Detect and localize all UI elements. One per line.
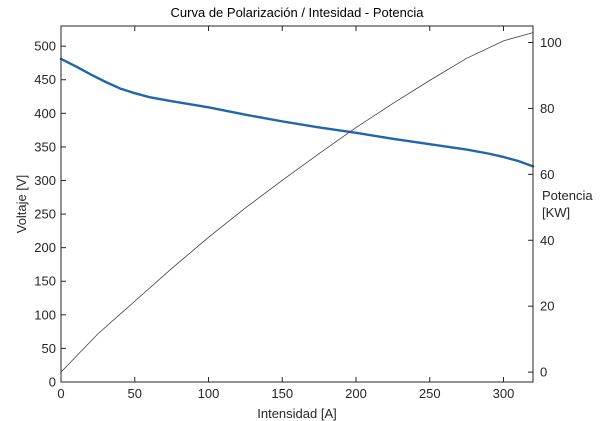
y2-tick-label: 60 bbox=[540, 167, 554, 182]
plot-frame bbox=[60, 25, 534, 383]
y-tick-label: 250 bbox=[34, 207, 56, 222]
y2-tick-label: 80 bbox=[540, 101, 554, 116]
y2-tick-label: 40 bbox=[540, 233, 554, 248]
y-tick-label: 500 bbox=[34, 39, 56, 54]
x-tick-label: 150 bbox=[271, 386, 293, 401]
y-axis-label: Voltaje [V] bbox=[14, 175, 29, 234]
y-tick-label: 150 bbox=[34, 274, 56, 289]
y2-axis-label-line1: Potencia bbox=[542, 188, 593, 203]
x-tick-label: 250 bbox=[419, 386, 441, 401]
y-tick-label: 450 bbox=[34, 72, 56, 87]
x-tick-label: 200 bbox=[345, 386, 367, 401]
plot-layer: 0 50 100 150 200 250 3000501001502002503003504… bbox=[34, 26, 562, 401]
y2-tick-label: 20 bbox=[540, 299, 554, 314]
x-tick-label: 300 bbox=[493, 386, 515, 401]
y2-axis-label-line2: [KW] bbox=[542, 205, 570, 220]
y-tick-label: 100 bbox=[34, 307, 56, 322]
y-tick-label: 200 bbox=[34, 240, 56, 255]
x-tick-label: 100 bbox=[198, 386, 220, 401]
x-tick-label: 0 bbox=[57, 386, 64, 401]
y2-tick-label: 0 bbox=[540, 365, 547, 380]
x-tick-label: 50 bbox=[128, 386, 142, 401]
voltage-series-line bbox=[59, 57, 535, 168]
x-axis-label: Intensidad [A] bbox=[257, 406, 337, 421]
y-tick-label: 50 bbox=[42, 341, 56, 356]
power-series-line bbox=[60, 32, 534, 373]
y-tick-label: 400 bbox=[34, 106, 56, 121]
y2-tick-label: 100 bbox=[540, 35, 562, 50]
y-tick-label: 350 bbox=[34, 139, 56, 154]
y-tick-label: 0 bbox=[49, 375, 56, 390]
chart-title: Curva de Polarización / Intesidad - Pote… bbox=[171, 5, 425, 20]
y-tick-label: 300 bbox=[34, 173, 56, 188]
